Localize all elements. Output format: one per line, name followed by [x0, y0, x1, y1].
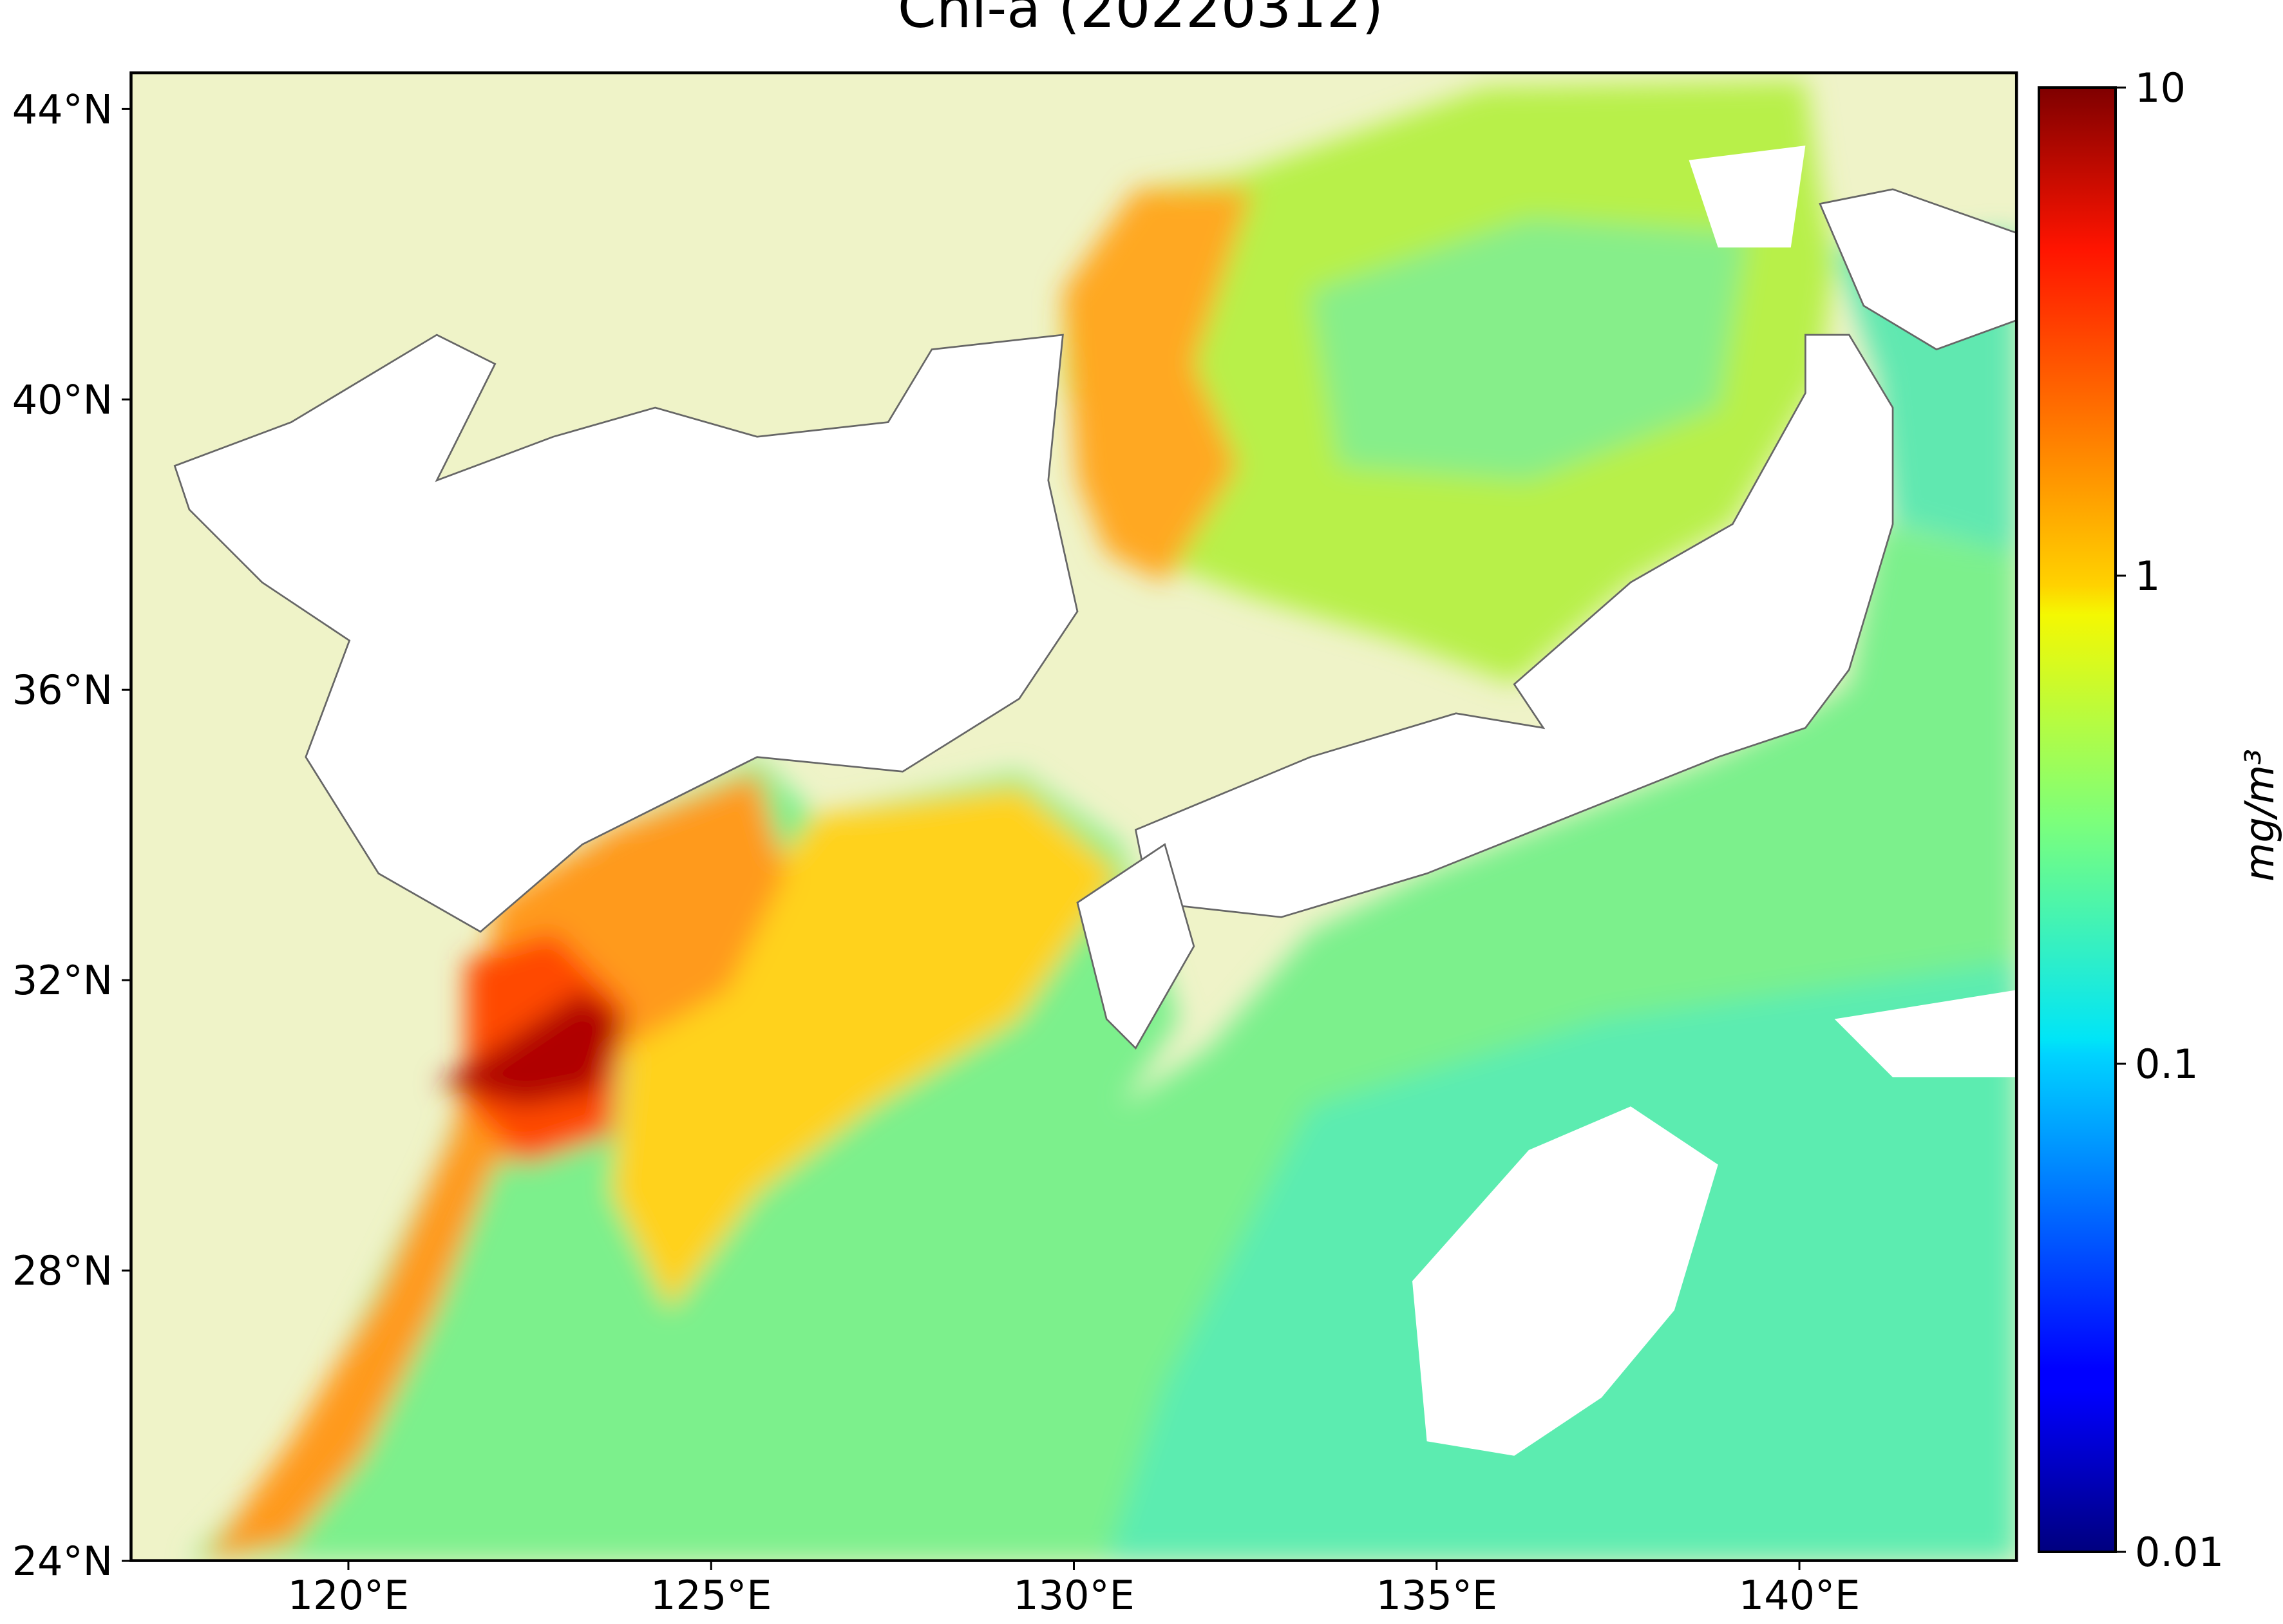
sea-of-japan-center — [1310, 218, 1747, 481]
map — [129, 71, 2018, 1562]
colorbar-tick-label: 0.1 — [2135, 1041, 2199, 1088]
colorbar: mg/m³ 0.01 0.1 1 10 — [2038, 64, 2283, 1576]
y-tick-label: 40°N — [12, 376, 113, 423]
x-tick-label: 135°E — [1376, 1572, 1498, 1619]
y-tick-label: 32°N — [12, 957, 113, 1004]
colorbar-tick-label: 1 — [2135, 552, 2160, 600]
x-tick-label: 130°E — [1013, 1572, 1135, 1619]
y-tick-label: 28°N — [12, 1247, 113, 1294]
colorbar-label: mg/m³ — [2236, 749, 2283, 882]
y-tick-label: 36°N — [12, 666, 113, 713]
plot-frame — [129, 71, 2018, 1562]
map-area — [131, 73, 2017, 1561]
colorbar-tick-label: 0.01 — [2135, 1529, 2224, 1576]
clouds — [1412, 146, 2017, 1456]
chart-title: Chl-a (20220312) — [898, 0, 1383, 41]
east-china-sea-orange — [204, 771, 786, 1561]
y-tick-label: 44°N — [12, 86, 113, 133]
korea-coast — [1063, 189, 1253, 583]
x-tick-label: 120°E — [288, 1572, 410, 1619]
x-tick-label: 140°E — [1739, 1572, 1861, 1619]
colorbar-bar — [2038, 86, 2117, 1553]
x-tick-label: 125°E — [650, 1572, 772, 1619]
colorbar-tick-label: 10 — [2135, 64, 2186, 111]
no-data-land — [173, 188, 2017, 1050]
yangtze-mouth — [437, 990, 627, 1107]
y-tick-label: 24°N — [12, 1538, 113, 1585]
